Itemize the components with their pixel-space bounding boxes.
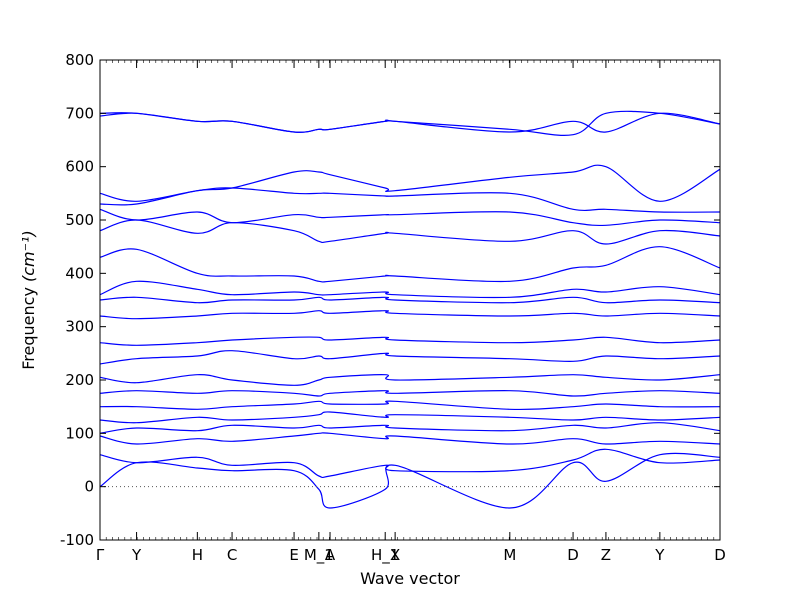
band-line-8	[99, 374, 721, 386]
x-tick-label: M	[503, 546, 516, 564]
y-tick-label: 0	[84, 478, 94, 496]
band-line-16	[99, 208, 721, 227]
band-line-11	[99, 310, 721, 320]
y-tick-label: 300	[65, 318, 94, 336]
band-line-1	[99, 452, 721, 509]
plot-background	[100, 60, 720, 540]
x-tick-label: Γ	[96, 546, 105, 564]
y-tick-label: 400	[65, 264, 94, 282]
y-tick-label: 700	[65, 104, 94, 122]
x-tick-label: E	[289, 546, 298, 564]
x-tick-label: H_1	[371, 546, 399, 565]
x-tick-label: Z	[601, 546, 611, 564]
x-tick-label: M_1	[304, 546, 334, 565]
band-line-2	[99, 448, 721, 479]
x-tick-label: A	[325, 546, 336, 564]
band-line-4	[99, 422, 721, 434]
band-line-20	[99, 110, 721, 136]
y-axis-ticks: -100 0 100 200 300 400 500 600 700 800	[60, 51, 720, 549]
y-tick-label: 600	[65, 158, 94, 176]
band-line-10	[99, 336, 721, 346]
y-tick-label: 200	[65, 371, 94, 389]
x-tick-label: X	[390, 546, 400, 564]
x-tick-label: Y	[654, 546, 665, 564]
y-axis-label: Frequency (cm⁻¹)	[19, 230, 38, 369]
y-tick-label: 500	[65, 211, 94, 229]
band-line-9	[99, 350, 721, 365]
y-tick-label: 800	[65, 51, 94, 69]
y-tick-label: -100	[60, 531, 94, 549]
x-tick-label: C	[227, 546, 237, 564]
x-tick-label: D	[714, 546, 726, 564]
band-line-14	[99, 246, 721, 283]
x-tick-label: D	[567, 546, 579, 564]
y-tick-label: 100	[65, 424, 94, 442]
band-lines	[99, 110, 721, 509]
x-tick-label: Y	[131, 546, 142, 564]
y-axis-label-text: Frequency	[19, 287, 38, 370]
band-line-15	[99, 219, 721, 245]
plot-frame	[99, 59, 721, 541]
band-line-12	[99, 296, 721, 304]
band-line-13	[99, 280, 721, 299]
band-line-18	[99, 164, 721, 206]
band-line-6	[99, 400, 721, 411]
x-axis-label: Wave vector	[360, 569, 460, 588]
band-line-7	[99, 390, 721, 397]
x-tick-label: H	[192, 546, 203, 564]
x-axis-ticks: Γ Y H C E M_1A H_1X M D Z Y D	[96, 60, 726, 565]
y-axis-label-unit: (cm⁻¹)	[19, 230, 38, 282]
band-line-3	[99, 432, 721, 445]
band-line-5	[99, 411, 721, 424]
